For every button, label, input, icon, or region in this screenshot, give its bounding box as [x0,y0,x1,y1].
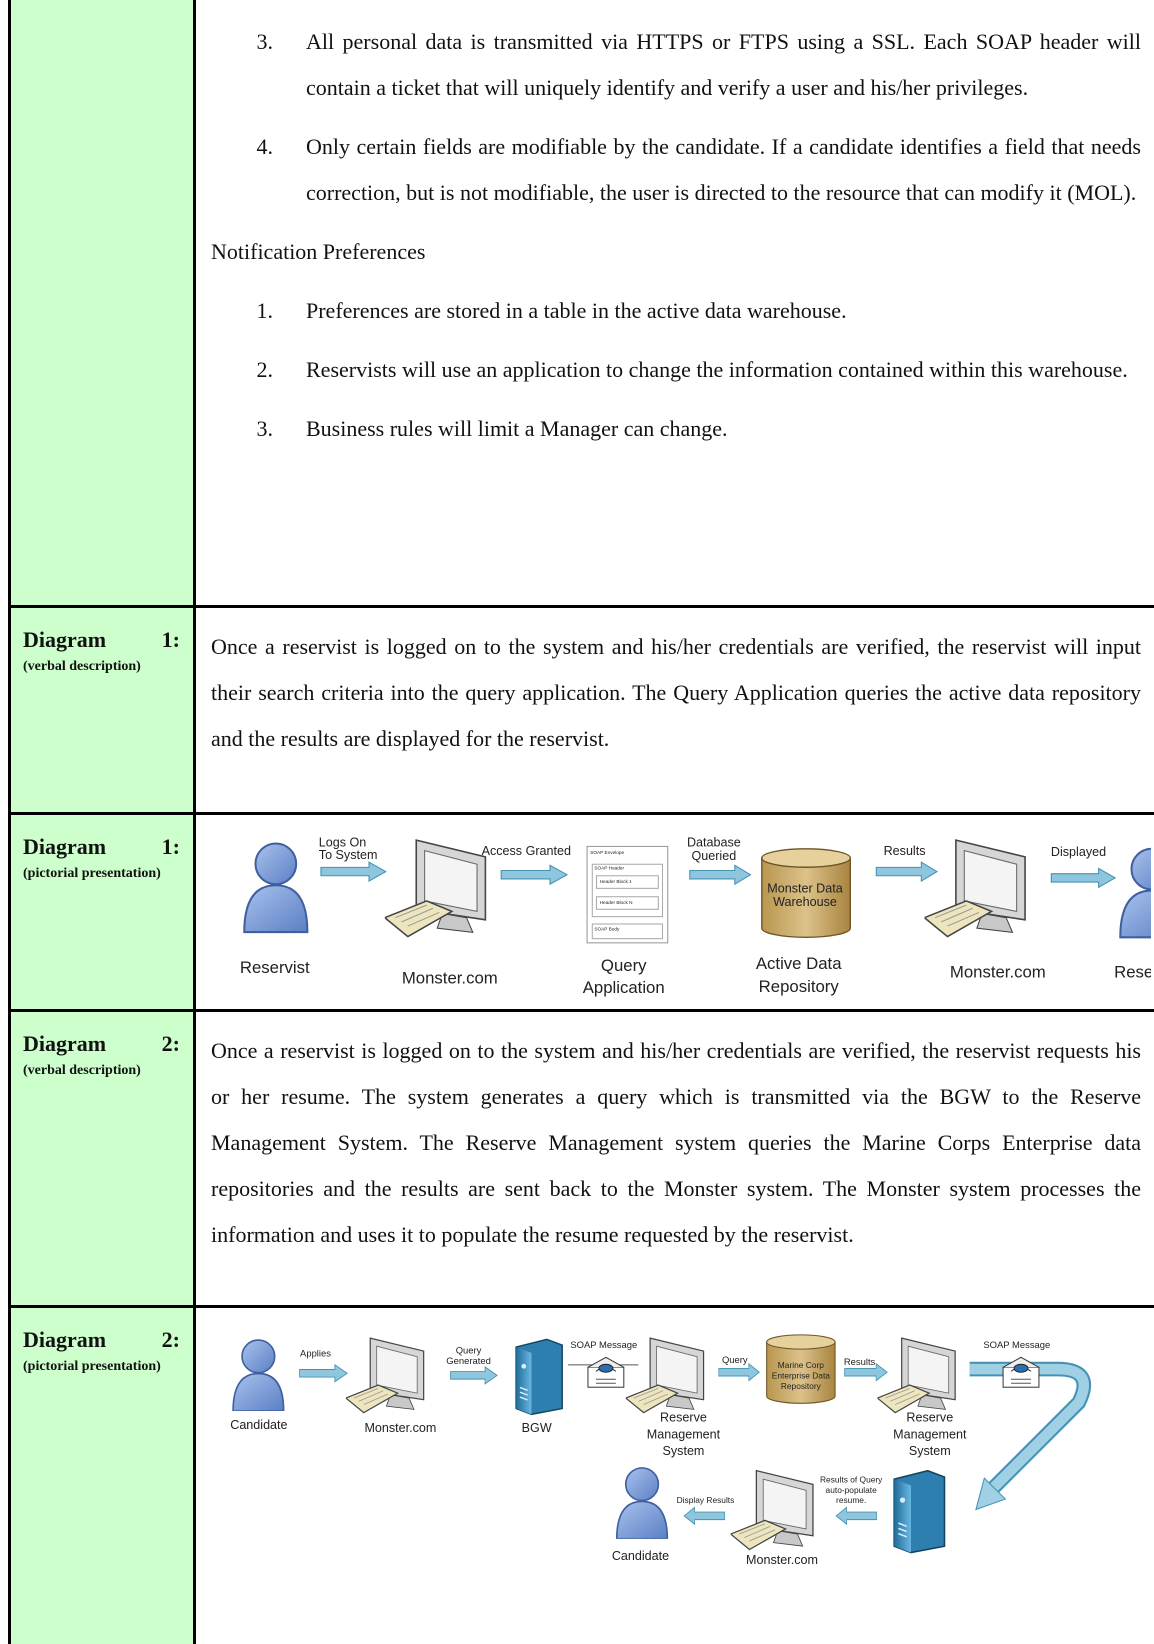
repository-label: Warehouse [773,895,837,909]
row-number: 1: [161,834,180,859]
arrow-label: To System [319,848,378,862]
item-number: 3. [256,29,274,54]
arrow-label: Results [884,844,926,858]
content-cell: Logs On To System Access Granted SOAP En… [196,815,1154,1009]
row-label: Diagram [23,1327,107,1352]
item-text: Only certain fields are modifiable by th… [306,134,1141,205]
node-label: BGW [522,1421,552,1435]
node-label: Management [647,1427,721,1441]
node-label: Monster.com [364,1421,436,1435]
arrow-label: auto-populate [826,1485,878,1495]
table-row: Diagram 1: (verbal description) Once a res… [8,608,1154,815]
node-label: Reservist [240,958,310,977]
arrow-label: Database [687,835,741,849]
label-cell [8,0,196,605]
list-item: 3. Business rules will limit a Manager ca… [211,406,1141,452]
row-number: 2: [161,1031,180,1056]
row-number: 2: [161,1327,180,1352]
list-item: 2. Reservists will use an application to … [211,347,1141,393]
arrow-label: SOAP Message [570,1339,637,1350]
soap-label: SOAP Body [594,926,620,931]
row-label: Diagram [23,1031,107,1056]
node-label: Active Data [756,954,842,973]
item-number: 4. [256,134,274,159]
item-text: Business rules will limit a Manager can … [306,416,728,441]
arrow-label: Applies [300,1347,331,1358]
node-label: System [909,1444,951,1458]
label-cell: Diagram 2: (verbal description) [8,1012,196,1305]
node-label: Candidate [230,1418,287,1432]
item-number: 2. [256,357,274,382]
table-row: Diagram 2: (pictorial presentation) Candid… [8,1308,1154,1644]
diagram: Candidate Applies Monster.com Query Gene… [230,1334,1091,1567]
item-number: 1. [256,298,274,323]
list-item: 4. Only certain fields are modifiable by … [211,124,1142,216]
item-text: Reservists will use an application to ch… [306,357,1128,382]
node-label: Application [583,978,665,997]
label-cell: Diagram 1: (pictorial presentation) [8,815,196,1009]
node-label: Candidate [612,1549,669,1563]
row-number: 1: [161,627,180,652]
diagram: Logs On To System Access Granted SOAP En… [240,835,1154,997]
arrow-label: Generated [446,1355,491,1366]
arrow-label: Access Granted [482,844,571,858]
repository-label: Repository [781,1381,822,1391]
node-label: System [663,1444,705,1458]
node-label: Monster.com [950,962,1046,981]
row-sublabel: (verbal description) [23,1063,141,1078]
node-label: Repository [759,977,840,996]
row-sublabel: (verbal description) [23,659,141,674]
table-row: Diagram 1: (pictorial presentation) Logs O… [8,815,1154,1012]
node-label: Reserve [660,1410,707,1424]
content-cell: 3. All personal data is transmitted via H… [196,0,1154,605]
soap-label: Header Block 1 [600,879,633,884]
table: 3. All personal data is transmitted via H… [8,0,1154,1644]
node-label: Reserve [906,1410,953,1424]
content-cell: Candidate Applies Monster.com Query Gene… [196,1308,1154,1644]
arrow-label: SOAP Message [983,1339,1050,1350]
arrow-label: Logs On [319,835,367,849]
arrow-label: Queried [691,849,736,863]
node-label: Reservist [1114,962,1151,981]
item-text: Preferences are stored in a table in the… [306,298,847,323]
node-label: Management [893,1427,967,1441]
soap-label: SOAP Header [594,865,624,870]
list-item: 3. All personal data is transmitted via H… [211,19,1142,111]
arrow-label: resume. [836,1495,866,1505]
row-label: Diagram [23,834,107,859]
table-row: Diagram 2: (verbal description) Once a res… [8,1012,1154,1308]
arrow-label: Results [844,1356,876,1367]
soap-label: Header Block N [600,900,634,905]
row-sublabel: (pictorial presentation) [23,1359,161,1374]
arrow-label: Display Results [677,1495,735,1505]
node-label: Monster.com [402,969,498,988]
soap-label: SOAP Envelope [590,850,624,855]
repository-label: Enterprise Data [772,1371,831,1381]
item-number: 3. [256,416,274,441]
repository-label: Marine Corp [778,1360,824,1370]
repository-label: Monster Data [767,882,842,896]
table-row: 3. All personal data is transmitted via H… [8,0,1154,608]
description: Once a reservist is logged on to the sys… [211,1038,1141,1247]
row-label: Diagram [23,627,107,652]
list-item: 1. Preferences are stored in a table in t… [211,288,1141,334]
arrow-label: Query [722,1354,748,1365]
description: Once a reservist is logged on to the sys… [211,634,1141,751]
node-label: Monster.com [746,1553,818,1567]
arrow-label: Results of Query [820,1474,883,1484]
label-cell: Diagram 2: (pictorial presentation) [8,1308,196,1644]
node-label: Query [601,956,647,975]
content-cell: Once a reservist is logged on to the sys… [196,1012,1154,1305]
item-text: All personal data is transmitted via HTT… [306,29,1141,100]
row-sublabel: (pictorial presentation) [23,866,161,881]
content-cell: Once a reservist is logged on to the sys… [196,608,1154,812]
arrow-label: Displayed [1051,845,1106,859]
section-heading: Notification Preferences [211,239,426,264]
arrow-label: Query [456,1344,482,1355]
label-cell: Diagram 1: (verbal description) [8,608,196,812]
